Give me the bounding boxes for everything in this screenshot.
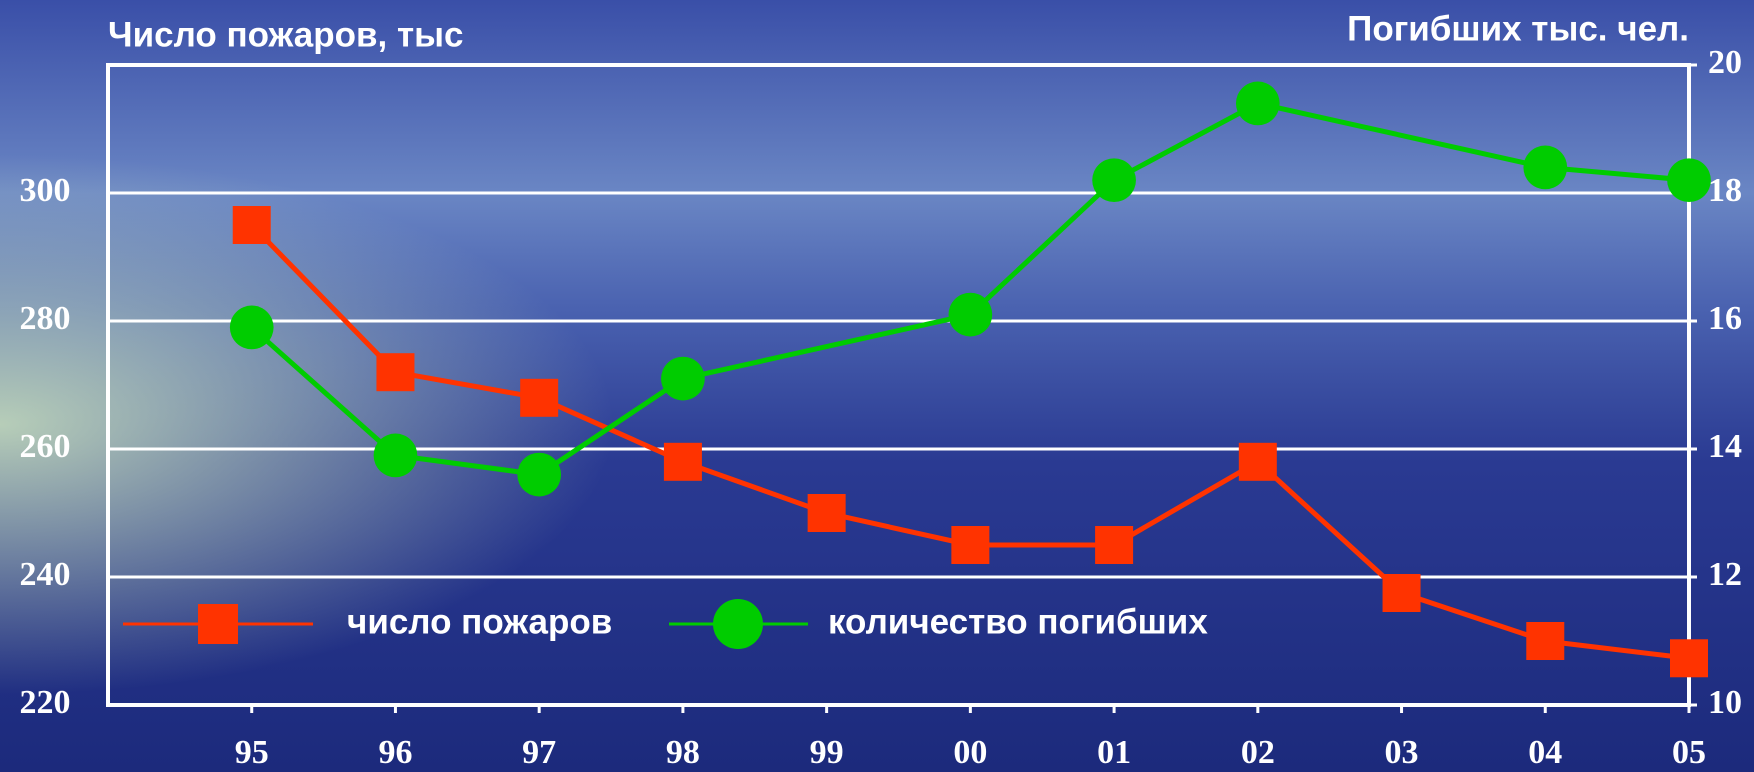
y-tick-label: 300 — [20, 172, 71, 209]
data-point — [951, 526, 990, 564]
data-point — [1526, 622, 1565, 660]
y2-tick-label: 12 — [1708, 556, 1742, 593]
x-tick-label: 99 — [810, 734, 844, 771]
legend-marker — [713, 599, 763, 649]
x-tick-label: 96 — [378, 734, 412, 771]
y-tick-label: 260 — [20, 428, 71, 465]
x-tick-label: 01 — [1097, 734, 1131, 771]
y-tick-label: 220 — [20, 684, 71, 721]
x-tick-label: 00 — [953, 734, 987, 771]
y2-tick-label: 16 — [1708, 300, 1742, 337]
x-tick-label: 05 — [1672, 734, 1706, 771]
y2-tick-label: 10 — [1708, 684, 1742, 721]
x-tick-label: 02 — [1241, 734, 1275, 771]
x-tick-label: 03 — [1385, 734, 1419, 771]
y-tick-label: 240 — [20, 556, 71, 593]
data-point — [1670, 639, 1708, 678]
y-tick-label: 280 — [20, 300, 71, 337]
data-point — [807, 494, 846, 532]
legend-label: число пожаров — [347, 602, 612, 641]
y2-tick-label: 18 — [1708, 172, 1742, 209]
data-point — [1092, 158, 1136, 203]
y2-tick-label: 14 — [1708, 428, 1742, 465]
data-point — [520, 378, 559, 417]
y2-axis-title: Погибших тыс. чел. — [1347, 9, 1689, 48]
data-point — [948, 292, 993, 337]
data-point — [373, 433, 418, 478]
x-tick-label: 95 — [235, 734, 269, 771]
data-point — [1235, 81, 1280, 126]
y2-tick-label: 20 — [1708, 44, 1742, 81]
data-point — [1523, 145, 1568, 190]
legend-label: количество погибших — [828, 602, 1208, 641]
x-tick-label: 04 — [1528, 734, 1562, 771]
y-axis-title: Число пожаров, тыс — [108, 15, 463, 54]
x-tick-label: 98 — [666, 734, 700, 771]
data-point — [663, 442, 702, 481]
data-point — [232, 206, 271, 244]
data-point — [1095, 526, 1134, 564]
data-point — [1238, 442, 1277, 481]
data-point — [517, 452, 562, 497]
x-tick-label: 97 — [522, 734, 556, 771]
data-point — [376, 353, 415, 392]
data-point — [229, 305, 274, 350]
data-point — [661, 356, 705, 401]
legend-marker — [198, 604, 238, 644]
data-point — [1667, 158, 1711, 203]
data-point — [1382, 574, 1421, 612]
